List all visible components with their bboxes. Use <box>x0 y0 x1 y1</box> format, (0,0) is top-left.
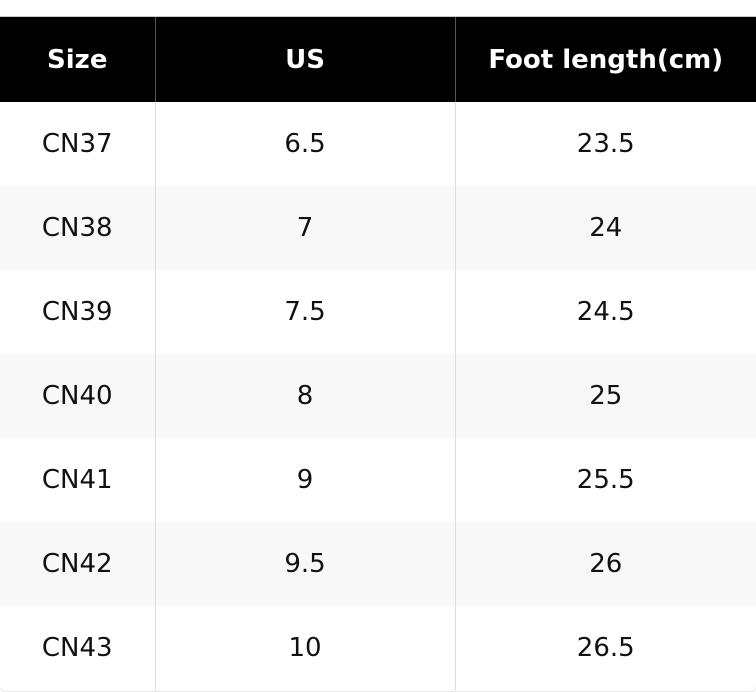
table-cell: 25 <box>454 354 756 438</box>
table-cell: 7 <box>154 186 455 270</box>
size-table: Size US Foot length(cm) CN37 6.5 23.5 CN38 7 24… <box>0 17 756 690</box>
header-cell: Foot length(cm) <box>454 17 756 102</box>
table-row: CN39 7.5 24.5 <box>0 270 756 354</box>
table-cell: 6.5 <box>154 102 455 186</box>
table-row: CN41 9 25.5 <box>0 438 756 522</box>
table-cell: CN37 <box>41 129 113 159</box>
table-container: Size US Foot length(cm) CN37 6.5 23.5 CN38 7 24… <box>0 17 756 691</box>
table-cell: 8 <box>154 354 455 438</box>
table-cell: CN43 <box>41 633 113 663</box>
table-cell: CN42 <box>0 522 155 606</box>
table-cell: 24 <box>454 186 756 270</box>
table-cell: CN40 <box>0 354 155 438</box>
table-cell: CN38 <box>0 186 155 270</box>
table-row: CN42 9.5 26 <box>0 522 756 606</box>
table-cell: 10 <box>154 606 455 690</box>
table-cell: CN39 <box>41 297 113 327</box>
table-cell: 7.5 <box>154 270 455 354</box>
header-cell: Size <box>0 17 155 102</box>
table-row: CN40 8 25 <box>0 354 756 438</box>
table-row: CN37 6.5 23.5 <box>0 102 756 186</box>
table-row: CN43 10 26.5 <box>0 606 756 690</box>
table-cell: 9 <box>154 438 455 522</box>
table-cell: 26.5 <box>454 606 756 690</box>
header-cell: US <box>154 17 455 102</box>
table-body: CN37 6.5 23.5 CN38 7 24 CN39 7.5 24.5 CN40 8 25 CN41… <box>0 102 756 690</box>
table-cell: CN41 <box>41 465 113 495</box>
table-cell: 26 <box>454 522 756 606</box>
table-cell: 9.5 <box>154 522 455 606</box>
top-border <box>0 16 756 17</box>
table-cell: 23.5 <box>454 102 756 186</box>
table-cell: 25.5 <box>454 438 756 522</box>
table-cell: 24.5 <box>454 270 756 354</box>
table-row: CN38 7 24 <box>0 186 756 270</box>
header-row: Size US Foot length(cm) <box>0 17 756 102</box>
